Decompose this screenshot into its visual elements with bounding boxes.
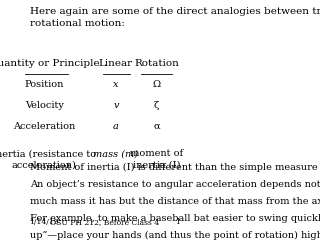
Text: much mass it has but the distance of that mass from the axis of rotation.: much mass it has but the distance of tha… [29,197,320,206]
Text: up”—place your hands (and thus the point of rotation) higher up the bat.: up”—place your hands (and thus the point… [29,231,320,240]
Text: Linear: Linear [99,59,133,68]
Text: Ω: Ω [153,80,161,89]
Text: OSU PH 212, Before Class 4: OSU PH 212, Before Class 4 [50,218,159,226]
Text: Position: Position [25,80,64,89]
Text: 1/14/19: 1/14/19 [29,218,59,226]
Text: v: v [113,101,119,110]
Text: 1: 1 [175,218,180,226]
Text: x: x [113,80,119,89]
Text: a: a [113,121,119,131]
Text: Velocity: Velocity [25,101,64,110]
Text: α: α [153,121,160,131]
Text: mass (m): mass (m) [93,149,139,158]
Text: Quantity or Principle: Quantity or Principle [0,59,100,68]
Text: For example, to make a baseball bat easier to swing quickly, you “choke: For example, to make a baseball bat easi… [29,214,320,223]
Text: Inertia (resistance to
acceleration): Inertia (resistance to acceleration) [0,149,96,169]
Text: An object’s resistance to angular acceleration depends not only on how: An object’s resistance to angular accele… [29,180,320,189]
Text: Moment of inertia (I) is different than the simple measure of mass (m).: Moment of inertia (I) is different than … [29,163,320,172]
Text: Here again are some of the direct analogies between translational and
rotational: Here again are some of the direct analog… [29,7,320,28]
Text: moment of
inertia (I): moment of inertia (I) [130,149,183,169]
Text: ζ: ζ [154,101,159,110]
Text: Acceleration: Acceleration [13,121,76,131]
Text: Rotation: Rotation [134,59,179,68]
